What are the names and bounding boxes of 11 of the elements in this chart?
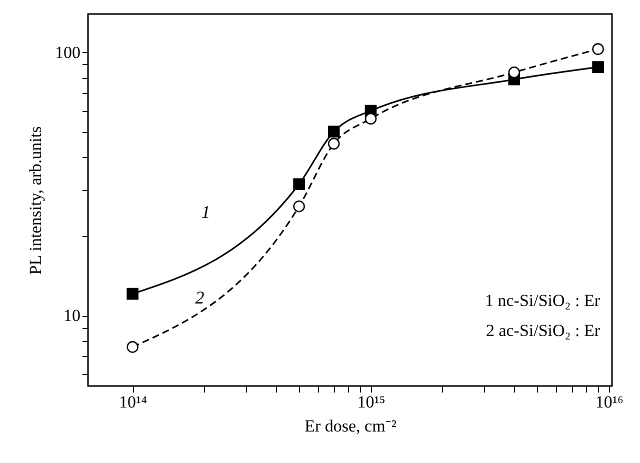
x-tick-label: 10¹⁵ xyxy=(357,392,386,412)
x-tick-label: 10¹⁶ xyxy=(595,392,624,412)
y-tick-label: 100 xyxy=(55,42,80,62)
y-axis-title: PL intensity, arb.units xyxy=(26,126,45,275)
annotation: 1 nc-Si/SiO₂ : Er xyxy=(484,291,600,310)
x-axis-title: Er dose, cm⁻² xyxy=(304,416,396,436)
x-tick-label: 10¹⁴ xyxy=(119,392,148,412)
series-label: 1 xyxy=(201,202,210,222)
annotation: 2 ac-Si/SiO₂ : Er xyxy=(486,321,600,340)
y-tick-label: 10 xyxy=(64,306,80,326)
series-label: 2 xyxy=(195,288,204,308)
